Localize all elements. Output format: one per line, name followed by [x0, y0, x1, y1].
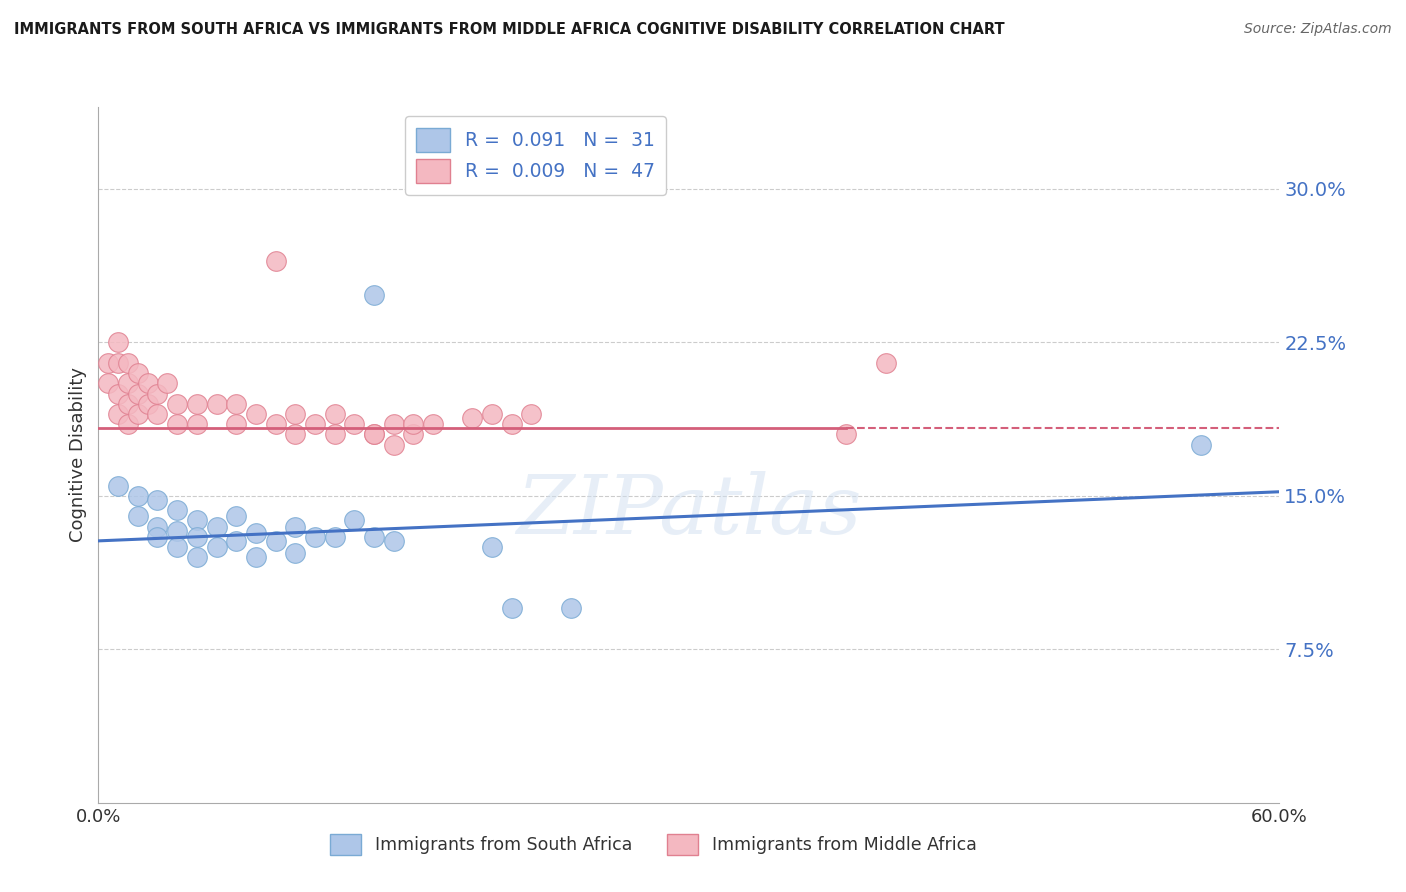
Point [146, 386, 169, 401]
Point [560, 601, 582, 615]
Point [107, 478, 129, 492]
Point [127, 366, 149, 380]
Point [186, 530, 208, 544]
Y-axis label: Cognitive Disability: Cognitive Disability [69, 368, 87, 542]
Point [127, 489, 149, 503]
Point [186, 513, 208, 527]
Point [127, 386, 149, 401]
Point [166, 540, 188, 554]
Point [382, 533, 405, 548]
Point [363, 427, 385, 442]
Point [284, 519, 307, 533]
Point [875, 356, 897, 370]
Point [225, 509, 247, 524]
Point [422, 417, 444, 432]
Point [264, 253, 287, 268]
Legend: Immigrants from South Africa, Immigrants from Middle Africa: Immigrants from South Africa, Immigrants… [321, 825, 986, 863]
Point [461, 411, 484, 425]
Point [284, 427, 307, 442]
Point [117, 397, 139, 411]
Point [520, 407, 543, 421]
Point [205, 540, 228, 554]
Point [245, 407, 267, 421]
Point [186, 417, 208, 432]
Point [402, 427, 425, 442]
Point [343, 417, 366, 432]
Point [225, 533, 247, 548]
Point [363, 427, 385, 442]
Point [363, 530, 385, 544]
Point [343, 513, 366, 527]
Point [97, 356, 120, 370]
Point [225, 417, 247, 432]
Point [323, 427, 346, 442]
Point [146, 492, 169, 507]
Point [264, 533, 287, 548]
Point [284, 546, 307, 560]
Point [205, 397, 228, 411]
Point [107, 335, 129, 350]
Text: ZIPatlas: ZIPatlas [516, 471, 862, 550]
Point [304, 530, 326, 544]
Text: IMMIGRANTS FROM SOUTH AFRICA VS IMMIGRANTS FROM MIDDLE AFRICA COGNITIVE DISABILI: IMMIGRANTS FROM SOUTH AFRICA VS IMMIGRAN… [14, 22, 1005, 37]
Point [156, 376, 179, 391]
Point [382, 417, 405, 432]
Point [166, 417, 188, 432]
Point [481, 540, 503, 554]
Text: Source: ZipAtlas.com: Source: ZipAtlas.com [1244, 22, 1392, 37]
Point [363, 288, 385, 302]
Point [481, 407, 503, 421]
Point [225, 397, 247, 411]
Point [264, 417, 287, 432]
Point [107, 407, 129, 421]
Point [117, 356, 139, 370]
Point [284, 407, 307, 421]
Point [382, 438, 405, 452]
Point [1189, 438, 1212, 452]
Point [304, 417, 326, 432]
Point [117, 417, 139, 432]
Point [117, 376, 139, 391]
Point [107, 356, 129, 370]
Point [166, 503, 188, 517]
Point [186, 550, 208, 565]
Point [146, 530, 169, 544]
Point [205, 519, 228, 533]
Point [136, 376, 159, 391]
Point [245, 550, 267, 565]
Point [245, 525, 267, 540]
Point [323, 530, 346, 544]
Point [136, 397, 159, 411]
Point [127, 509, 149, 524]
Point [127, 407, 149, 421]
Point [107, 386, 129, 401]
Point [402, 417, 425, 432]
Point [97, 376, 120, 391]
Point [166, 397, 188, 411]
Point [501, 601, 523, 615]
Point [835, 427, 858, 442]
Point [146, 407, 169, 421]
Point [186, 397, 208, 411]
Point [146, 519, 169, 533]
Point [166, 524, 188, 538]
Point [323, 407, 346, 421]
Point [501, 417, 523, 432]
